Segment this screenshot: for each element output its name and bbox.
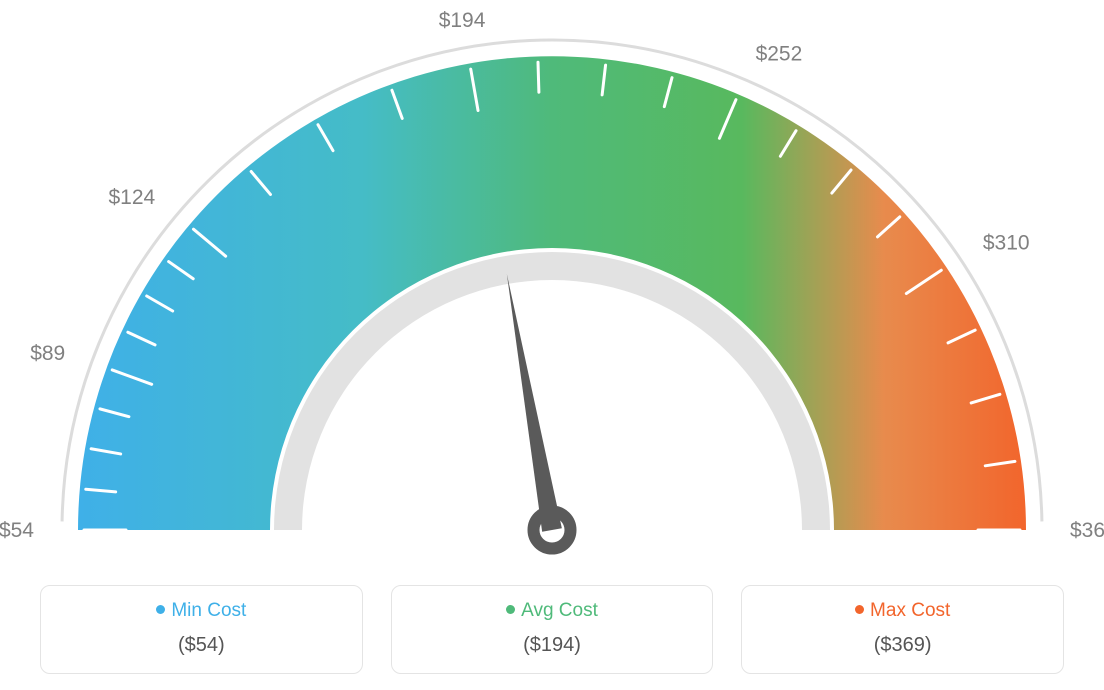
legend-dot-min xyxy=(156,605,165,614)
svg-text:$54: $54 xyxy=(0,519,34,542)
legend-title-max: Max Cost xyxy=(752,600,1053,622)
gauge-chart: $54 $89 $124 $194 $252 $310 $369 xyxy=(0,0,1104,560)
legend-value-min: ($54) xyxy=(51,634,352,657)
legend-value-max: ($369) xyxy=(752,634,1053,657)
legend-card-avg: Avg Cost ($194) xyxy=(391,585,714,674)
legend-card-min: Min Cost ($54) xyxy=(40,585,363,674)
legend-title-avg: Avg Cost xyxy=(402,600,703,622)
svg-text:$124: $124 xyxy=(108,186,155,209)
legend-dot-avg xyxy=(506,605,515,614)
cost-gauge-widget: $54 $89 $124 $194 $252 $310 $369 Min Cost ($54… xyxy=(0,0,1104,690)
legend-label-avg: Avg Cost xyxy=(521,600,598,621)
svg-text:$369: $369 xyxy=(1070,519,1104,542)
legend-label-min: Min Cost xyxy=(171,600,246,621)
svg-text:$310: $310 xyxy=(983,231,1030,254)
legend-card-max: Max Cost ($369) xyxy=(741,585,1064,674)
legend-label-max: Max Cost xyxy=(870,600,950,621)
legend-value-avg: ($194) xyxy=(402,634,703,657)
gauge-svg: $54 $89 $124 $194 $252 $310 $369 xyxy=(0,0,1104,560)
legend-dot-max xyxy=(855,605,864,614)
svg-text:$252: $252 xyxy=(756,43,803,66)
legend-row: Min Cost ($54) Avg Cost ($194) Max Cost … xyxy=(0,585,1104,674)
svg-text:$89: $89 xyxy=(30,342,65,365)
svg-text:$194: $194 xyxy=(439,9,486,32)
legend-title-min: Min Cost xyxy=(51,600,352,622)
